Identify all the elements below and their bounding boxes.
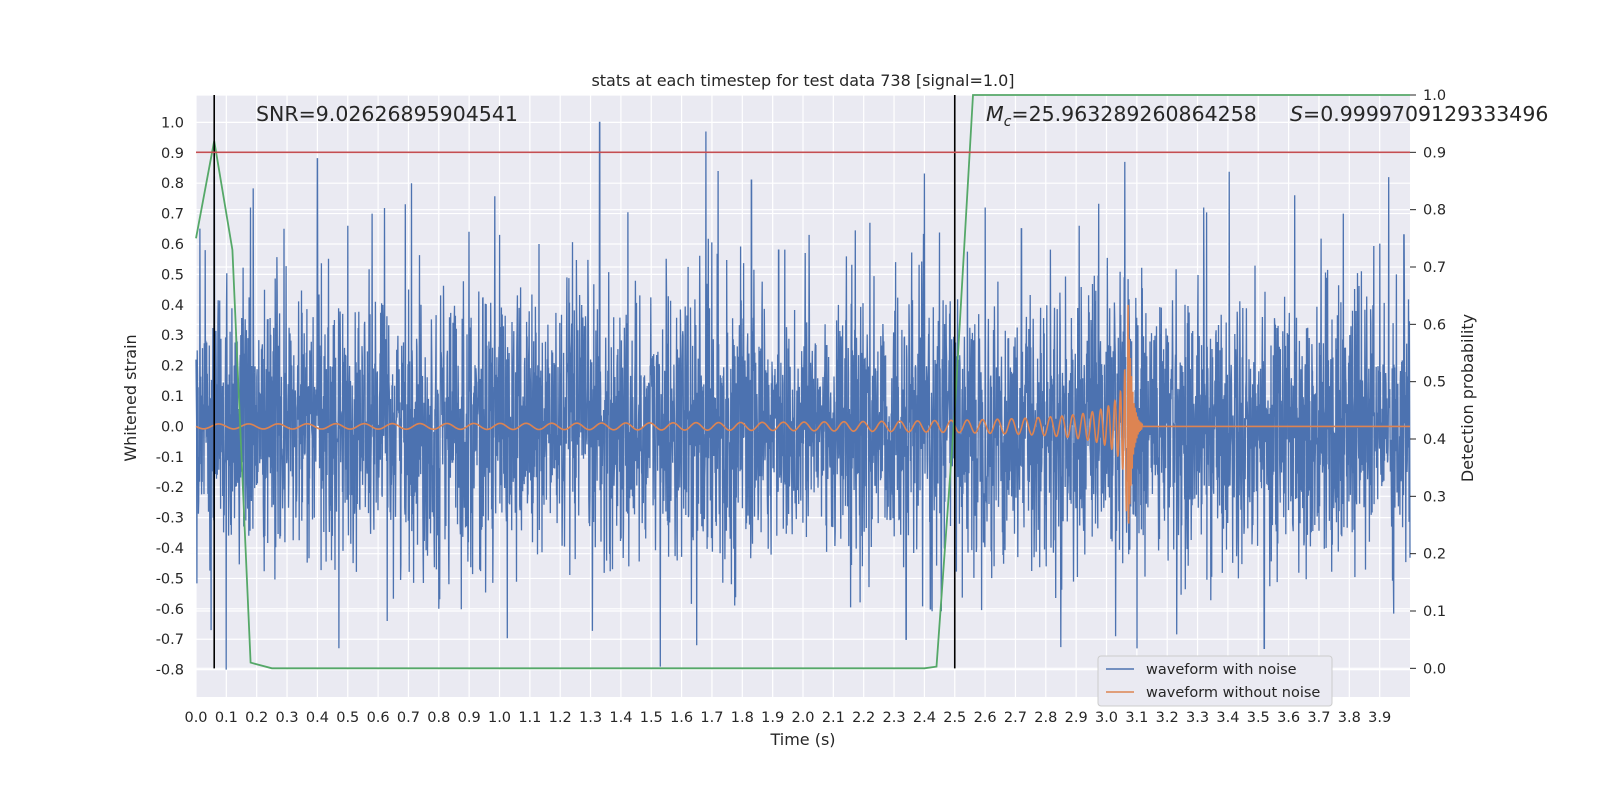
signal-score-symbol: S [1290, 102, 1303, 126]
y-tick-label: 1.0 [161, 115, 184, 131]
y-tick-label: 0.1 [161, 389, 184, 405]
y2-tick-label: 0.4 [1423, 432, 1446, 448]
x-tick-label: 2.2 [852, 710, 875, 726]
y-tick-label: -0.5 [156, 571, 184, 587]
y-tick-label: 0.0 [161, 419, 184, 435]
chirp-mass-annotation: Mc=25.963289260864258 [986, 102, 1257, 130]
signal-score-value: =0.9999709129333496 [1303, 102, 1548, 126]
x-tick-label: 3.4 [1216, 710, 1239, 726]
y-axis-title: Whitened strain [121, 334, 140, 461]
y-tick-label: 0.6 [161, 237, 184, 253]
series-waveform-with-noise [195, 121, 1411, 670]
y-tick-label: 0.4 [161, 298, 184, 314]
x-tick-label: 0.1 [215, 710, 238, 726]
x-tick-label: 0.3 [276, 710, 299, 726]
y-tick-label: 0.8 [161, 176, 184, 192]
x-tick-label: 3.5 [1247, 710, 1270, 726]
x-tick-label: 2.7 [1004, 710, 1027, 726]
x-tick-label: 1.4 [609, 710, 632, 726]
legend-box [1097, 655, 1333, 707]
y2-tick-label: 1.0 [1423, 88, 1446, 104]
legend-label-noise: waveform with noise [1146, 662, 1297, 678]
x-tick-label: 1.1 [518, 710, 541, 726]
x-tick-label: 0.4 [306, 710, 329, 726]
x-tick-label: 3.1 [1125, 710, 1148, 726]
series-waveform-without-noise [195, 304, 1410, 524]
y2-tick-label: 0.9 [1423, 145, 1446, 161]
y-tick-label: 0.2 [161, 359, 184, 375]
x-tick-label: 1.5 [640, 710, 663, 726]
y-tick-label: 0.5 [161, 267, 184, 283]
x-tick-label: 1.7 [700, 710, 723, 726]
x-tick-label: 0.6 [367, 710, 390, 726]
x-tick-label: 2.5 [943, 710, 966, 726]
y-tick-label: -0.4 [156, 541, 184, 557]
x-tick-label: 1.2 [549, 710, 572, 726]
y2-axis-ticks: 1.0 0.9 0.8 0.7 0.6 0.5 0.4 0.3 0.2 0.1 0.0 [1410, 88, 1446, 677]
y-tick-label: 0.3 [161, 328, 184, 344]
x-tick-label: 3.8 [1338, 710, 1361, 726]
x-tick-label: 1.0 [488, 710, 511, 726]
y2-tick-label: 0.7 [1423, 260, 1446, 276]
x-tick-label: 3.2 [1156, 710, 1179, 726]
x-tick-label: 2.1 [822, 710, 845, 726]
x-tick-label: 1.6 [670, 710, 693, 726]
chirp-mass-symbol: M [986, 102, 1004, 126]
signal-score-annotation: S=0.9999709129333496 [1290, 102, 1548, 126]
y-tick-label: -0.7 [156, 632, 184, 648]
y2-tick-label: 0.6 [1423, 317, 1446, 333]
y-tick-label: -0.3 [156, 511, 184, 527]
x-tick-label: 2.0 [791, 710, 814, 726]
chirp-mass-value: =25.963289260864258 [1011, 102, 1256, 126]
x-tick-label: 0.8 [427, 710, 450, 726]
series-detection-probability [195, 94, 1410, 670]
x-tick-label: 2.9 [1065, 710, 1088, 726]
y2-tick-label: 0.8 [1423, 203, 1446, 219]
x-tick-label: 3.6 [1277, 710, 1300, 726]
marker-lines [213, 95, 956, 669]
x-tick-label: 1.8 [731, 710, 754, 726]
line-waveform-without-noise [195, 304, 1410, 524]
y2-axis-title: Detection probability [1458, 314, 1477, 482]
x-axis-title: Time (s) [769, 730, 835, 749]
x-tick-label: 3.0 [1095, 710, 1118, 726]
x-tick-label: 3.9 [1368, 710, 1391, 726]
y-tick-label: -0.1 [156, 450, 184, 466]
x-tick-label: 1.9 [761, 710, 784, 726]
x-tick-label: 3.7 [1307, 710, 1330, 726]
x-tick-label: 2.8 [1034, 710, 1057, 726]
y-tick-label: -0.8 [156, 663, 184, 679]
legend-label-clean: waveform without noise [1146, 685, 1320, 701]
y2-tick-label: 0.3 [1423, 489, 1446, 505]
x-tick-label: 0.5 [336, 710, 359, 726]
x-tick-label: 2.6 [974, 710, 997, 726]
x-axis-ticks: 0.0 0.1 0.2 0.3 0.4 0.5 0.6 0.7 0.8 0.9 1.0 1.1 1.2 1… [184, 710, 1391, 726]
x-tick-label: 2.3 [883, 710, 906, 726]
y2-tick-label: 0.0 [1423, 661, 1446, 677]
line-waveform-with-noise [195, 121, 1411, 670]
x-tick-label: 3.3 [1186, 710, 1209, 726]
chirp-mass-subscript: c [1004, 114, 1012, 130]
snr-annotation: SNR=9.02626895904541 [256, 102, 518, 126]
legend: waveform with noise waveform without noi… [1097, 655, 1333, 707]
x-tick-label: 0.9 [458, 710, 481, 726]
y-tick-label: 0.9 [161, 146, 184, 162]
y2-tick-label: 0.5 [1423, 375, 1446, 391]
chart-title: stats at each timestep for test data 738… [591, 71, 1014, 90]
y-tick-label: -0.6 [156, 602, 184, 618]
y2-tick-label: 0.2 [1423, 547, 1446, 563]
x-tick-label: 1.3 [579, 710, 602, 726]
y-tick-label: 0.7 [161, 207, 184, 223]
x-tick-label: 2.4 [913, 710, 936, 726]
y2-tick-label: 0.1 [1423, 604, 1446, 620]
x-tick-label: 0.7 [397, 710, 420, 726]
x-tick-label: 0.0 [184, 710, 207, 726]
line-detection-probability [195, 94, 1410, 670]
x-tick-label: 0.2 [245, 710, 268, 726]
y-axis-ticks: 1.0 0.9 0.8 0.7 0.6 0.5 0.4 0.3 0.2 0.1 0.0 -0.1 -0.… [156, 115, 184, 678]
y-tick-label: -0.2 [156, 480, 184, 496]
